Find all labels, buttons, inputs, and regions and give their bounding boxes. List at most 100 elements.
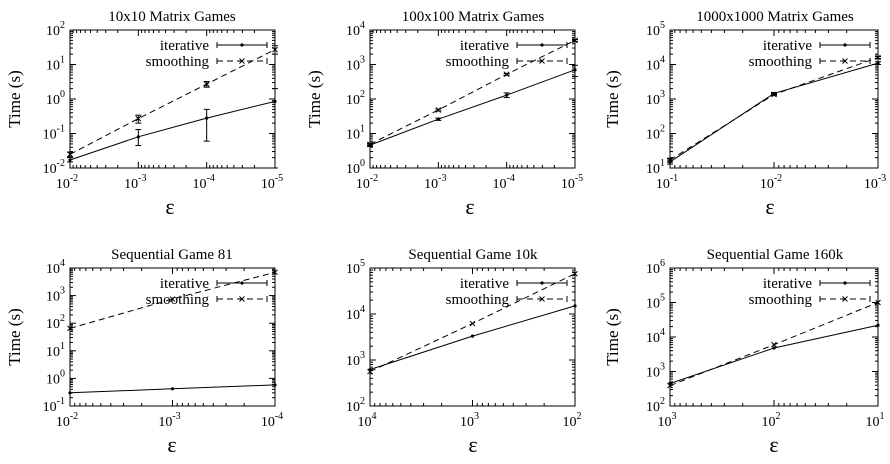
series-line-smoothing (69, 271, 276, 329)
data-point-iterative (573, 304, 577, 308)
y-tick-label: 10-2 (43, 158, 65, 177)
y-tick-label: 103 (646, 362, 665, 381)
y-tick-label: 101 (646, 158, 665, 177)
data-point-iterative (68, 158, 72, 162)
legend-label-iterative: iterative (763, 276, 812, 292)
data-point-smoothing (435, 107, 442, 113)
legend-label-iterative: iterative (460, 276, 509, 292)
series-line-smoothing (369, 39, 576, 145)
y-tick-label: 100 (346, 158, 365, 177)
chart-title: Sequential Game 81 (111, 247, 233, 263)
x-tick-label: 10-2 (56, 411, 78, 430)
x-tick-label: 10-3 (124, 173, 146, 192)
y-axis-label: Time (s) (305, 70, 324, 127)
chart-title: 1000x1000 Matrix Games (696, 9, 854, 25)
series-line-iterative (669, 324, 879, 384)
y-axis-label: Time (s) (603, 308, 622, 365)
series-line-iterative (669, 62, 879, 163)
x-axis-label: ε (165, 194, 174, 219)
y-axis-label: Time (s) (603, 70, 622, 127)
x-tick-label: 10-2 (56, 173, 78, 192)
chart-panel-5: 102 103 104 105 104 103 102 Sequential Game 10k… (346, 247, 582, 457)
data-point-iterative (170, 387, 175, 391)
data-point-smoothing (469, 320, 476, 327)
x-tick-label: 10-4 (261, 411, 283, 430)
legend-label-iterative: iterative (160, 276, 209, 292)
data-point-smoothing (572, 270, 578, 277)
y-tick-label: 100 (46, 368, 65, 387)
data-point-iterative (68, 391, 72, 395)
x-tick-label: 10-4 (192, 173, 214, 192)
legend-marker (239, 58, 245, 64)
y-axis-label: Time (s) (5, 308, 24, 365)
data-point-iterative (505, 93, 509, 97)
data-point-iterative (436, 117, 440, 121)
y-tick-label: 106 (646, 258, 665, 277)
series-line-iterative (369, 69, 576, 146)
y-tick-label: 103 (46, 286, 65, 305)
x-tick-label: 10-4 (492, 173, 514, 192)
y-tick-label: 10-1 (43, 396, 65, 415)
x-tick-label: 10-2 (760, 173, 782, 192)
legend-marker (239, 296, 245, 302)
legend-marker (240, 43, 244, 47)
legend-label-smoothing: smoothing (146, 292, 210, 308)
data-point-smoothing (367, 368, 373, 375)
data-point-smoothing (771, 91, 777, 98)
data-point-smoothing (67, 325, 73, 332)
data-point-smoothing (503, 71, 510, 78)
x-tick-label: 10-1 (656, 173, 678, 192)
legend-label-smoothing: smoothing (146, 54, 210, 70)
legend-label-iterative: iterative (460, 38, 509, 54)
data-point-smoothing (272, 269, 278, 276)
data-point-iterative (273, 99, 277, 104)
x-tick-label: 102 (563, 411, 582, 430)
y-tick-label: 102 (346, 396, 365, 415)
legend-marker (842, 58, 848, 64)
y-tick-label: 104 (646, 327, 665, 346)
chart-panel-4: 10-1 100 101 102 103 104 10-2 10-3 10-4 Sequentia… (5, 247, 283, 457)
y-tick-label: 101 (346, 124, 365, 143)
legend-label-smoothing: smoothing (749, 54, 813, 70)
x-tick-label: 10-3 (158, 411, 180, 430)
data-point-smoothing (169, 296, 176, 302)
data-point-smoothing (367, 141, 373, 148)
legend-marker (539, 58, 545, 64)
legend-label-iterative: iterative (160, 38, 209, 54)
series-line-smoothing (669, 57, 879, 161)
data-point-smoothing (875, 54, 881, 61)
chart-panel-1: 10-2 10-1 100 101 102 10-2 10-3 10-4 10-5 10x10 M… (5, 9, 283, 219)
y-tick-label: 102 (46, 313, 65, 332)
series-line-iterative (69, 100, 276, 161)
x-tick-label: 101 (866, 411, 885, 430)
y-axis-label: Time (s) (5, 70, 24, 127)
y-tick-label: 102 (346, 89, 365, 108)
chart-title: 10x10 Matrix Games (108, 9, 236, 25)
y-tick-label: 104 (346, 20, 365, 39)
data-point-iterative (470, 334, 475, 338)
x-axis-label: ε (465, 194, 474, 219)
data-point-iterative (136, 135, 140, 139)
data-point-iterative (273, 383, 277, 387)
y-tick-label: 102 (646, 396, 665, 415)
data-point-smoothing (875, 299, 881, 306)
data-point-iterative (876, 323, 880, 327)
series-line-smoothing (69, 49, 276, 155)
data-point-smoothing (667, 157, 673, 163)
y-tick-label: 105 (646, 20, 665, 39)
x-axis-label: ε (769, 432, 778, 457)
chart-title: Sequential Game 10k (408, 247, 538, 263)
y-tick-label: 104 (346, 304, 365, 323)
legend-marker (842, 296, 848, 302)
x-tick-label: 10-3 (864, 173, 886, 192)
data-point-smoothing (572, 37, 578, 44)
data-point-smoothing (771, 341, 777, 348)
y-tick-label: 101 (46, 341, 65, 360)
x-tick-label: 102 (762, 411, 781, 430)
data-point-iterative (876, 61, 880, 65)
y-tick-label: 103 (346, 55, 365, 74)
x-axis-label: ε (167, 432, 176, 457)
y-tick-label: 10-1 (43, 124, 65, 143)
